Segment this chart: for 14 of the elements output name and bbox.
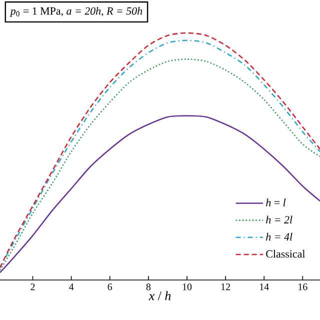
x-tick-label: 6 (108, 284, 112, 290)
legend-label: h = 4l (266, 232, 292, 240)
x-tick-label: 2 (30, 284, 35, 290)
x-tick-label: 16 (298, 284, 308, 290)
text: p$_{0}$ = 1 MPa, a = 20h, R = 50h (10, 7, 142, 17)
x-tick-label: 10 (182, 284, 192, 290)
x-axis-title: x / h (148, 291, 171, 300)
x-tick-label: 12 (221, 284, 230, 290)
legend-label: Classical (266, 250, 306, 258)
x-tick-label: 4 (69, 284, 74, 290)
x-tick-label: 14 (260, 284, 269, 290)
legend-label: h = 2l (266, 216, 292, 224)
legend-label: h = l (266, 198, 286, 206)
x-tick-label: 8 (146, 284, 151, 290)
